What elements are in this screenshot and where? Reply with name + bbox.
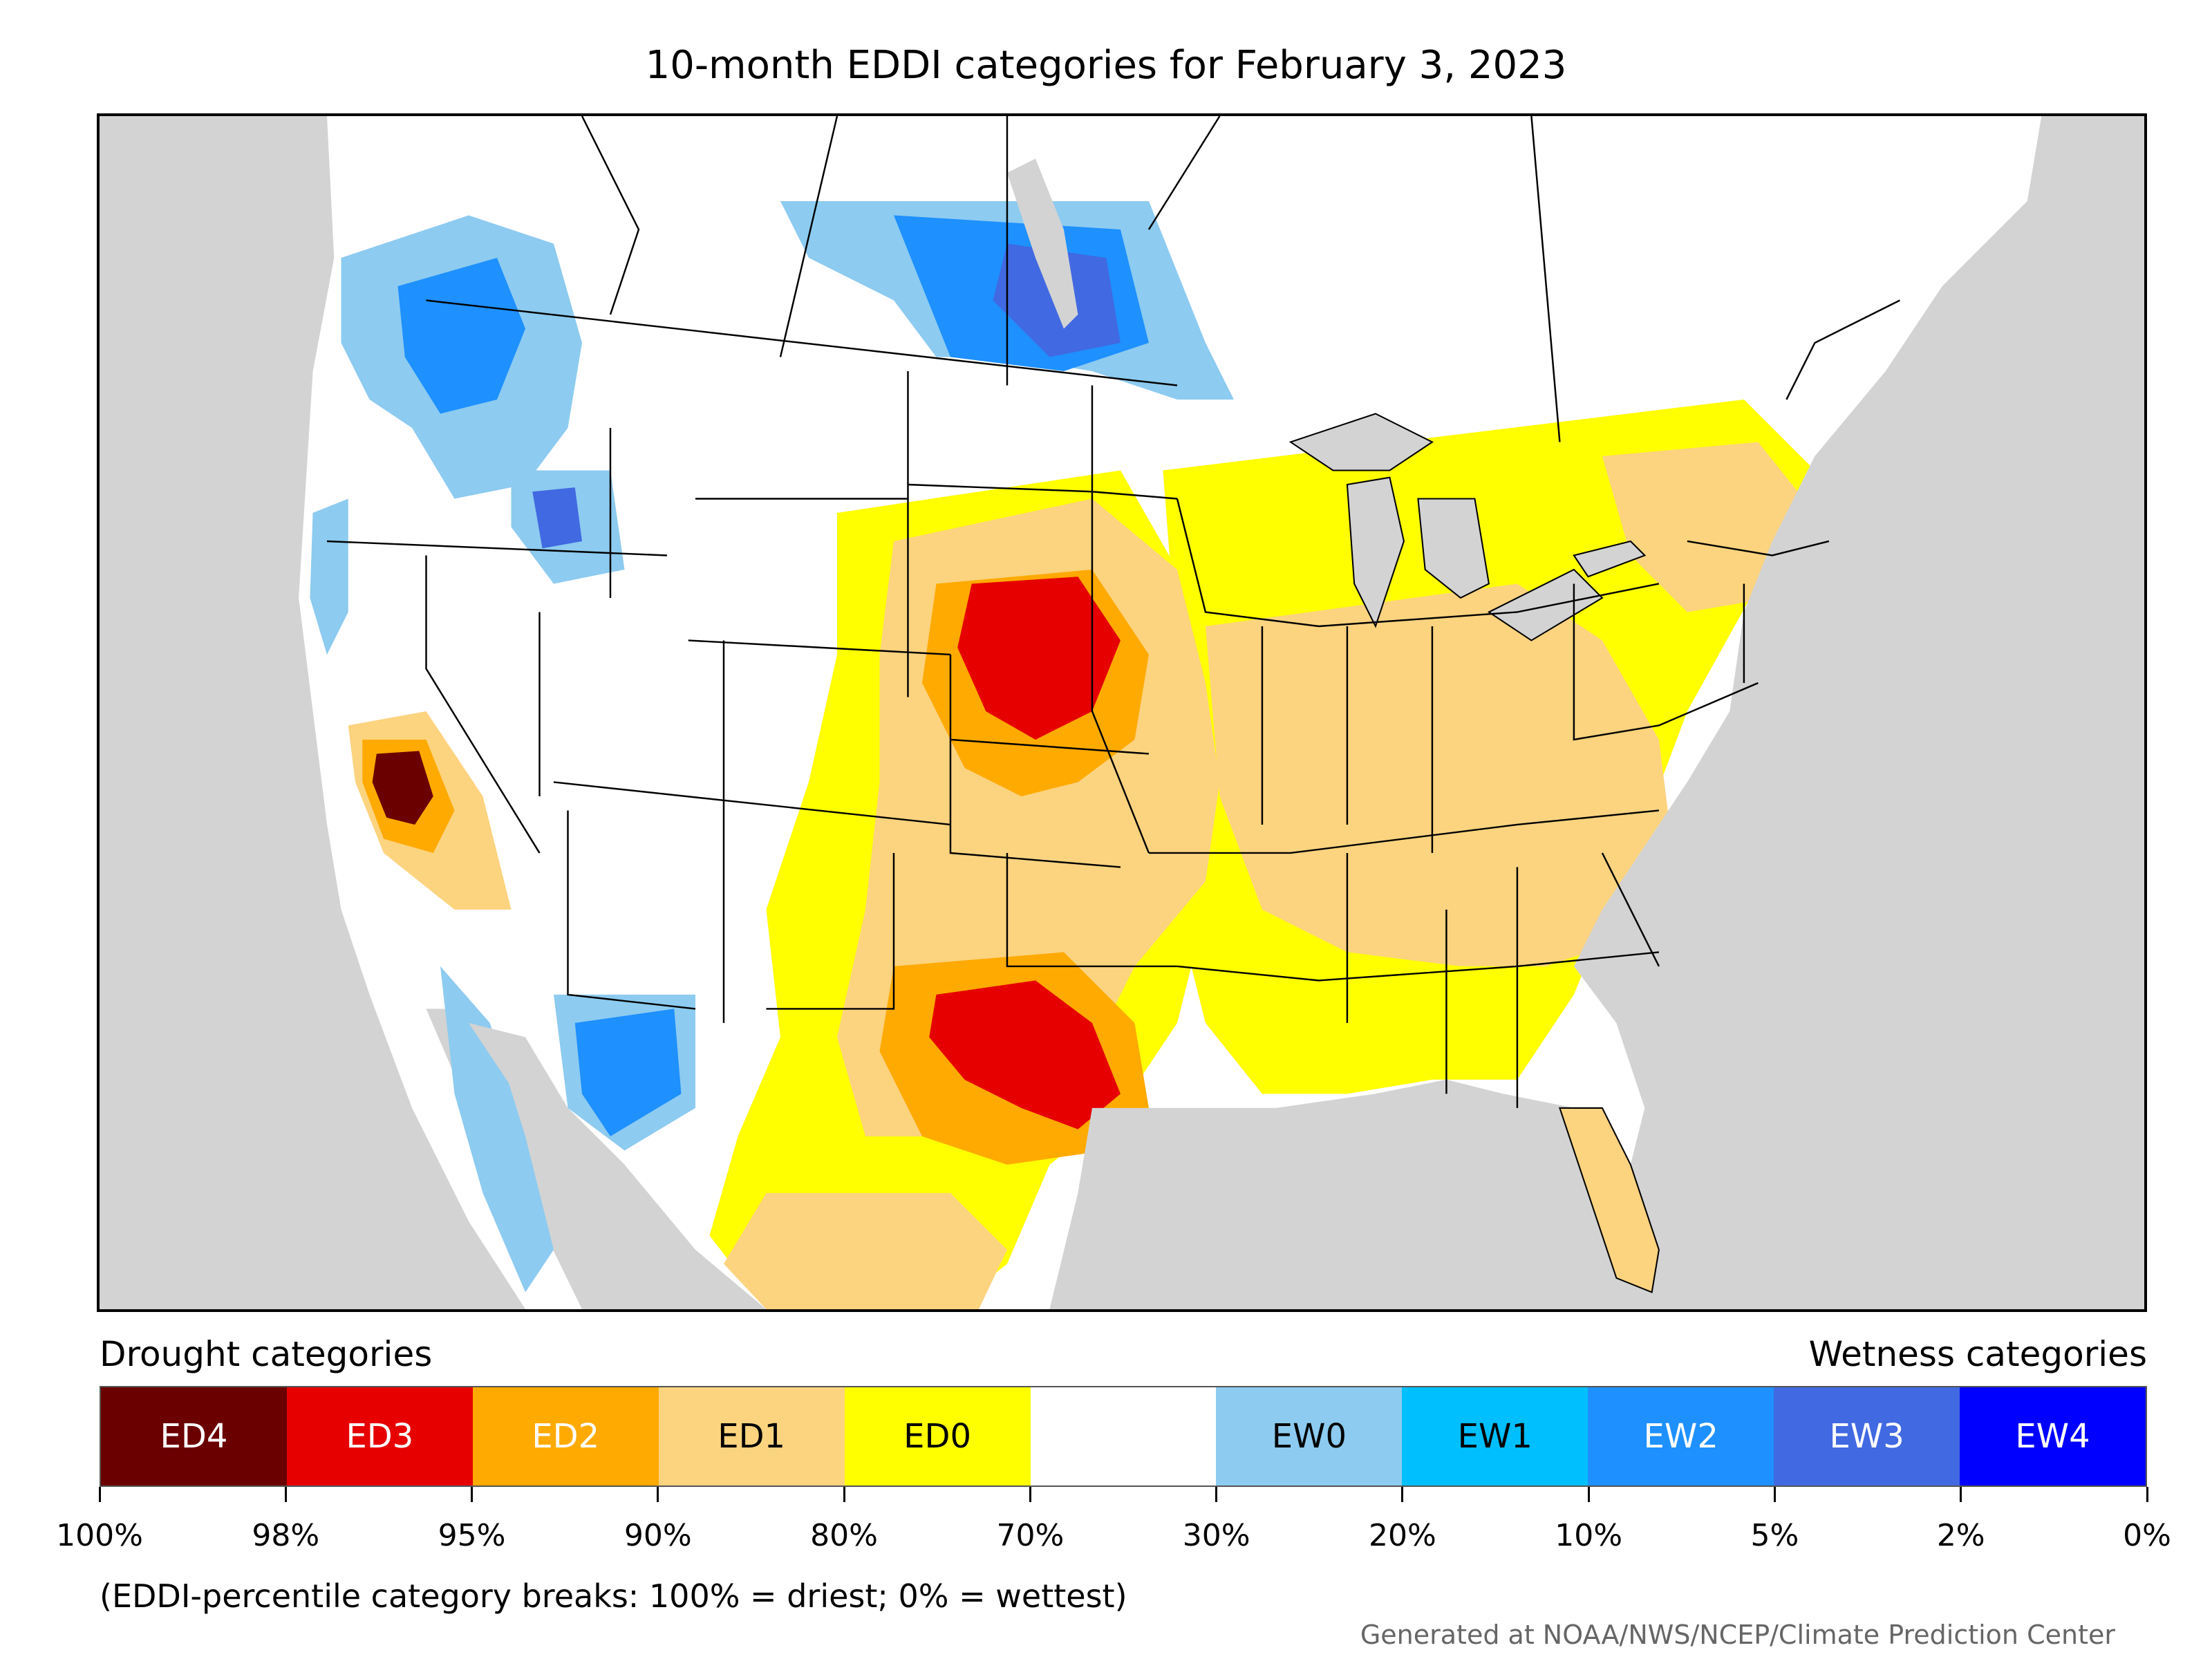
colorbar-tick-label: 30%	[1182, 1518, 1250, 1553]
colorbar-tick-label: 70%	[996, 1518, 1065, 1553]
wet-region-baja	[440, 966, 554, 1293]
drought-ed1-texas-south	[723, 1192, 1007, 1309]
legend-cell-ew4: EW4	[1960, 1387, 2146, 1485]
credit-line: Generated at NOAA/NWS/NCEP/Climate Predi…	[1360, 1620, 2115, 1650]
colorbar-tick	[1215, 1487, 1218, 1502]
legend-cell-ed0: ED0	[844, 1387, 1031, 1485]
legend-cell-ew0: EW0	[1216, 1387, 1403, 1485]
colorbar-tick-label: 10%	[1555, 1518, 1623, 1553]
colorbar-tick	[1960, 1487, 1962, 1502]
colorbar-tick	[1401, 1487, 1404, 1502]
colorbar-tick-label: 5%	[1750, 1518, 1799, 1553]
legend-cell-ed2: ED2	[472, 1387, 659, 1485]
wet-region-idaho-core	[532, 487, 582, 549]
colorbar-tick	[284, 1487, 287, 1502]
hudson-bay-strip	[1006, 158, 1078, 329]
colorbar-tick	[471, 1487, 474, 1502]
drought-ed3-texas	[929, 980, 1121, 1130]
gulf-of-california	[469, 1022, 667, 1278]
legend-cell-normal	[1030, 1387, 1217, 1485]
map-title: 10-month EDDI categories for February 3,…	[645, 43, 1567, 88]
category-colorbar: ED4 ED3 ED2 ED1 ED0 EW0 EW1 EW2 EW3 EW4	[100, 1386, 2147, 1487]
legend-cell-ed3: ED3	[286, 1387, 473, 1485]
colorbar-tick	[1029, 1487, 1031, 1502]
colorbar-tick	[843, 1487, 845, 1502]
legend-cell-ew3: EW3	[1774, 1387, 1960, 1485]
colorbar-tick-label: 2%	[1936, 1518, 1985, 1553]
colorbar-tick-label: 98%	[252, 1518, 320, 1553]
wet-region-arizona-core	[574, 1009, 682, 1136]
legend-cell-ew1: EW1	[1402, 1387, 1588, 1485]
legend-cell-ew2: EW2	[1588, 1387, 1774, 1485]
colorbar-tick-label: 0%	[2123, 1518, 2171, 1553]
colorbar-ticks	[98, 1487, 2148, 1508]
colorbar-tick-label: 80%	[810, 1518, 878, 1553]
colorbar-tick-label: 95%	[438, 1518, 506, 1553]
drought-ed1-midwest	[1205, 583, 1674, 966]
legend-cell-ed1: ED1	[658, 1387, 845, 1485]
eddi-map	[100, 116, 2144, 1309]
florida	[1558, 1107, 1660, 1293]
ocean-west	[100, 116, 525, 1309]
ocean-east	[1573, 116, 2144, 1309]
wet-region-california-coast	[310, 498, 348, 655]
borders	[326, 116, 1900, 1108]
wetness-categories-heading: Wetness categories	[1808, 1334, 2147, 1374]
wet-region-northwest-core	[397, 257, 525, 414]
drought-ed4-california	[372, 751, 433, 825]
colorbar-tick	[98, 1487, 101, 1502]
drought-ed3-plains	[957, 577, 1121, 740]
category-breaks-note: (EDDI-percentile category breaks: 100% =…	[100, 1577, 1127, 1615]
map-panel	[97, 113, 2147, 1312]
great-lakes	[1288, 413, 1647, 641]
gulf-of-mexico	[1049, 1079, 1631, 1309]
colorbar-tick	[2146, 1487, 2148, 1502]
colorbar-tick-label: 90%	[624, 1518, 692, 1553]
colorbar-tick-label: 20%	[1369, 1518, 1436, 1553]
legend-cell-ed4: ED4	[101, 1387, 287, 1485]
drought-categories-heading: Drought categories	[100, 1334, 433, 1374]
colorbar-tick	[1587, 1487, 1590, 1502]
colorbar-tick	[657, 1487, 659, 1502]
colorbar-tick-label: 100%	[56, 1518, 143, 1553]
colorbar-tick	[1773, 1487, 1776, 1502]
